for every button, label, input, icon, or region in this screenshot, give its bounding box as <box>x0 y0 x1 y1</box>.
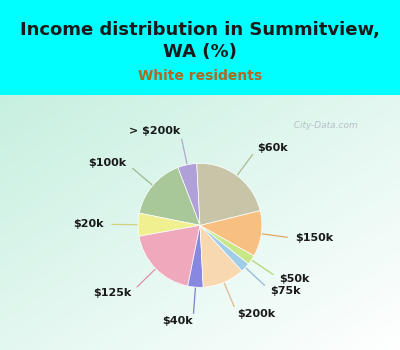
Text: $40k: $40k <box>162 316 193 326</box>
Wedge shape <box>197 163 260 225</box>
Wedge shape <box>200 225 242 287</box>
Text: City-Data.com: City-Data.com <box>288 121 358 130</box>
Wedge shape <box>178 163 200 225</box>
Text: Income distribution in Summitview,
WA (%): Income distribution in Summitview, WA (%… <box>20 21 380 61</box>
Wedge shape <box>188 225 203 287</box>
Wedge shape <box>138 213 200 236</box>
Wedge shape <box>200 225 254 264</box>
Text: $75k: $75k <box>270 286 301 296</box>
Text: > $200k: > $200k <box>129 126 180 136</box>
Text: $50k: $50k <box>280 274 310 284</box>
Text: $150k: $150k <box>295 233 333 243</box>
Wedge shape <box>200 211 262 256</box>
Text: $125k: $125k <box>93 287 132 298</box>
Text: $20k: $20k <box>74 219 104 229</box>
Wedge shape <box>139 225 200 286</box>
Wedge shape <box>139 168 200 225</box>
Text: $200k: $200k <box>237 309 275 319</box>
Text: $60k: $60k <box>257 143 288 153</box>
Text: White residents: White residents <box>138 69 262 83</box>
Text: $100k: $100k <box>88 159 127 168</box>
Wedge shape <box>200 225 248 271</box>
